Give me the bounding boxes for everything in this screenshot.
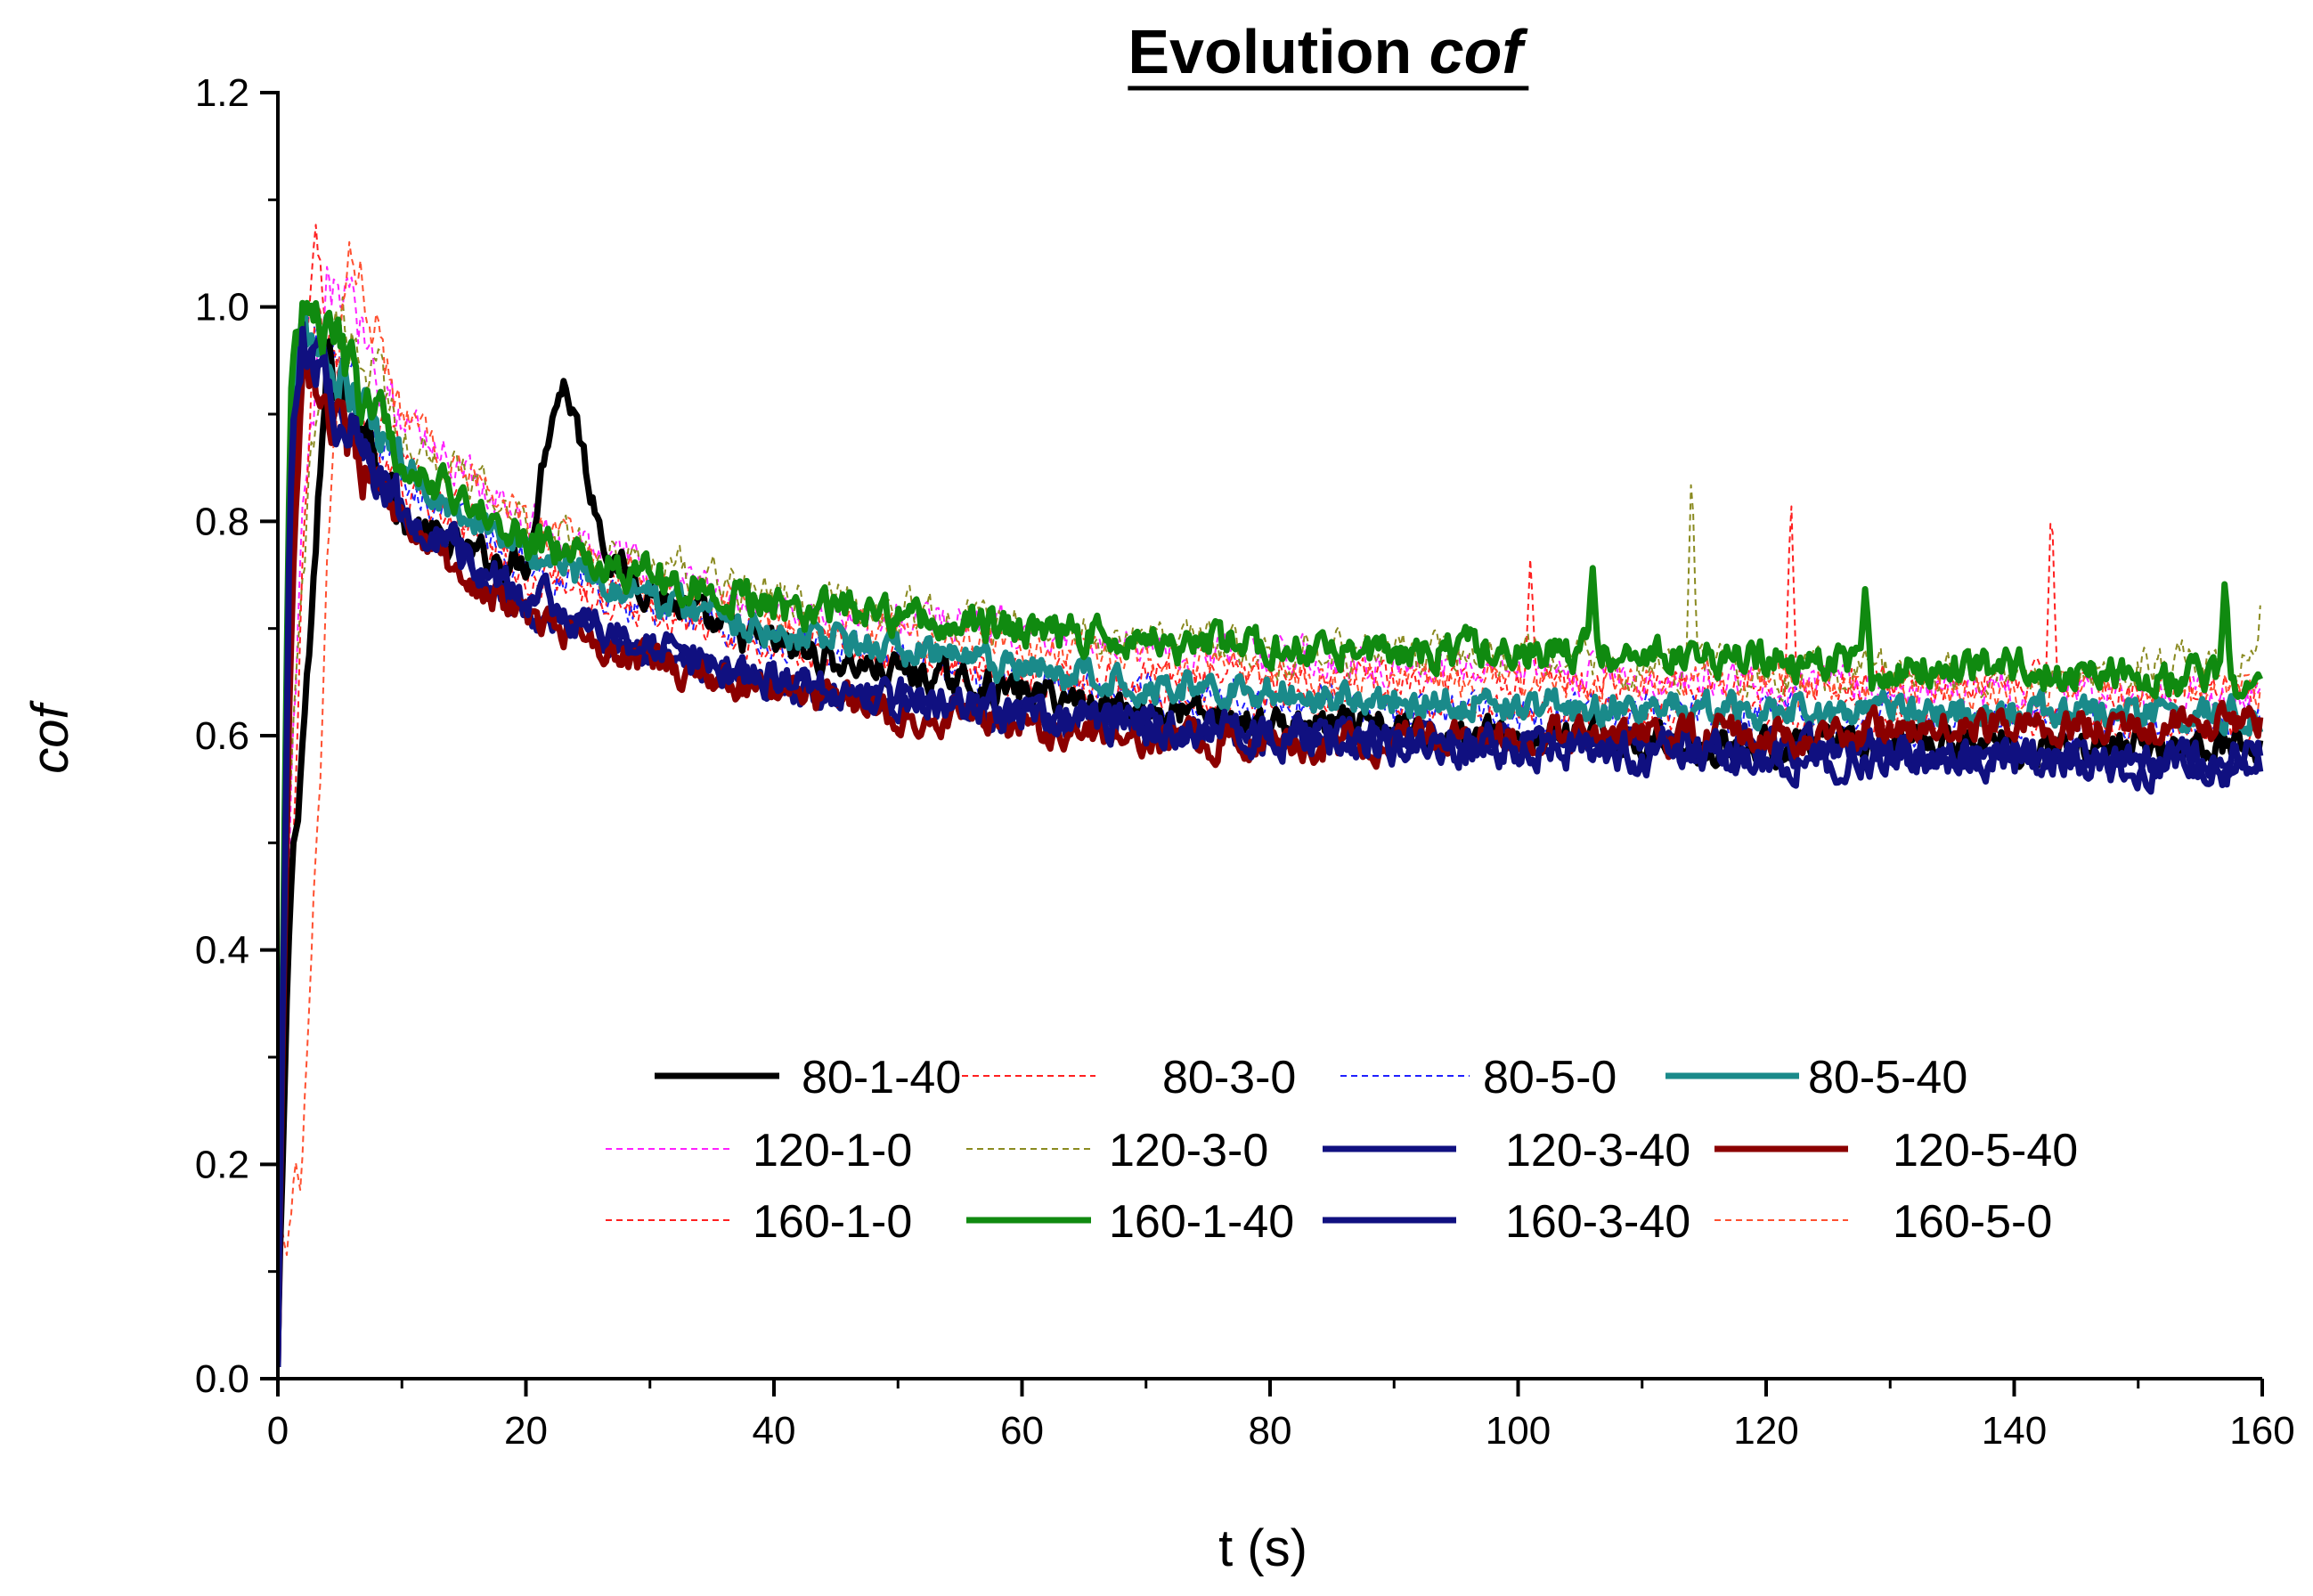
legend-item-120-3-0: 120-3-0 bbox=[966, 1125, 1268, 1177]
y-tick-label: 0.0 bbox=[195, 1357, 249, 1401]
x-tick-label: 80 bbox=[1249, 1409, 1292, 1453]
legend-item-80-3-0: 80-3-0 bbox=[962, 1052, 1296, 1103]
legend-item-160-1-0: 160-1-0 bbox=[606, 1196, 912, 1248]
legend-item-120-1-0: 120-1-0 bbox=[606, 1125, 912, 1177]
y-tick-label: 0.4 bbox=[195, 929, 249, 973]
legend-label: 80-5-40 bbox=[1808, 1052, 1967, 1103]
legend-label: 120-5-40 bbox=[1893, 1125, 2078, 1177]
series-line-80-5-40 bbox=[278, 306, 2264, 1322]
x-tick-label: 100 bbox=[1486, 1409, 1551, 1453]
chart-title: Evolution cof bbox=[1128, 17, 1529, 91]
x-tick-label: 160 bbox=[2229, 1409, 2294, 1453]
y-tick-label: 0.6 bbox=[195, 714, 249, 758]
legend-label: 80-3-0 bbox=[1162, 1052, 1296, 1103]
legend-label: 80-5-0 bbox=[1483, 1052, 1617, 1103]
series-line-120-3-0 bbox=[278, 296, 2261, 1311]
legend-label: 160-1-40 bbox=[1109, 1196, 1294, 1248]
legend-label: 120-1-0 bbox=[753, 1125, 912, 1177]
series-line-160-3-40 bbox=[278, 325, 2264, 1367]
y-tick-label: 1.2 bbox=[195, 71, 249, 115]
legend-label: 160-3-40 bbox=[1505, 1196, 1690, 1248]
legend-label: 160-1-0 bbox=[753, 1196, 912, 1248]
svg-text:Evolution cof: Evolution cof bbox=[1128, 17, 1528, 86]
legend-item-120-3-40: 120-3-40 bbox=[1323, 1125, 1690, 1177]
legend-item-80-1-40: 80-1-40 bbox=[655, 1052, 961, 1103]
legend-item-80-5-0: 80-5-0 bbox=[1340, 1052, 1617, 1103]
legend: 80-1-40 80-3-0 80-5-0 80-5-40 120-1-0 120-3-0… bbox=[606, 1052, 2078, 1248]
x-tick-label: 60 bbox=[1000, 1409, 1044, 1453]
legend-item-160-3-40: 160-3-40 bbox=[1323, 1196, 1690, 1248]
legend-label: 120-3-40 bbox=[1505, 1125, 1690, 1177]
legend-label: 80-1-40 bbox=[802, 1052, 961, 1103]
x-tick-label: 140 bbox=[1982, 1409, 2047, 1453]
y-tick-label: 0.8 bbox=[195, 500, 249, 543]
axes: 0 20 40 60 80 100 120 140 160 0.0 0.2 0.4 0.6 0.8 1.0 1… bbox=[195, 71, 2295, 1453]
series-line-80-5-0 bbox=[278, 297, 2261, 1334]
legend-item-160-1-40: 160-1-40 bbox=[966, 1196, 1294, 1248]
series-line-160-1-40 bbox=[278, 299, 2263, 1339]
y-tick-label: 1.0 bbox=[195, 286, 249, 330]
chart-title-italic: cof bbox=[1429, 17, 1529, 86]
legend-item-160-5-0: 160-5-0 bbox=[1714, 1196, 2052, 1248]
legend-item-80-5-40: 80-5-40 bbox=[1666, 1052, 1967, 1103]
y-tick-label: 0.2 bbox=[195, 1143, 249, 1186]
legend-label: 160-5-0 bbox=[1893, 1196, 2052, 1248]
legend-label: 120-3-0 bbox=[1109, 1125, 1268, 1177]
legend-item-120-5-40: 120-5-40 bbox=[1714, 1125, 2078, 1177]
x-tick-label: 20 bbox=[504, 1409, 548, 1453]
x-axis-title: t (s) bbox=[1218, 1519, 1307, 1577]
series-layer bbox=[278, 224, 2264, 1368]
chart-title-main: Evolution bbox=[1128, 17, 1429, 86]
x-tick-label: 120 bbox=[1733, 1409, 1798, 1453]
y-axis-title: cof bbox=[21, 699, 79, 773]
x-tick-label: 0 bbox=[267, 1409, 289, 1453]
x-tick-label: 40 bbox=[753, 1409, 796, 1453]
